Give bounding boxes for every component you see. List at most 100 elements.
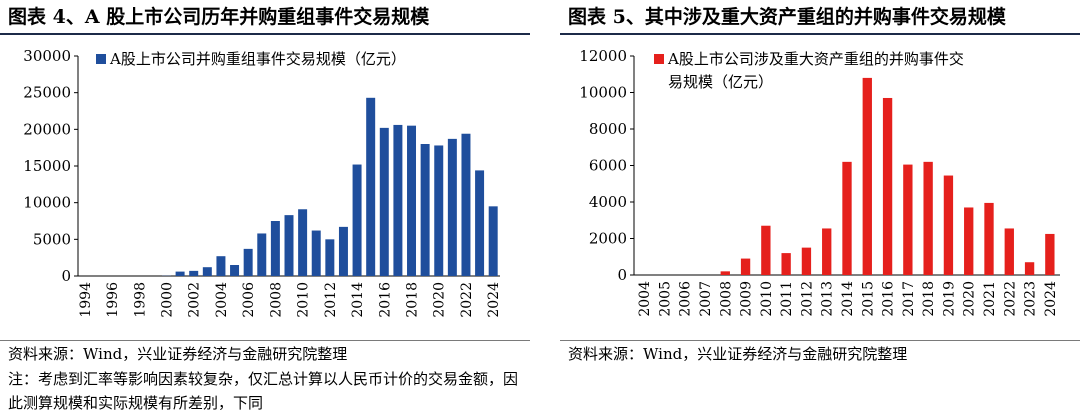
- right-x-tick-label: 2015: [860, 281, 876, 317]
- right-y-tick-label: 10000: [579, 84, 627, 102]
- right-bar-2008: [720, 271, 730, 275]
- left-bar-2002: [189, 270, 199, 276]
- left-chart-title: 图表 4、A 股上市公司历年并购重组事件交易规模: [8, 6, 430, 28]
- right-x-tick-label: 2006: [678, 281, 694, 317]
- left-bar-2017: [393, 124, 403, 276]
- left-bar-2022: [461, 133, 471, 276]
- right-x-tick-label: 2018: [921, 281, 937, 317]
- left-bar-2001: [175, 271, 185, 276]
- left-x-tick-label: 2002: [187, 282, 203, 318]
- left-note-text: 注：考虑到汇率等影响因素较复杂，仅汇总计算以人民币计价的交易金额，因此测算规模和…: [8, 370, 519, 412]
- right-bar-2017: [903, 164, 913, 275]
- left-x-tick-label: 1998: [132, 282, 148, 318]
- left-source-rule: [0, 340, 530, 341]
- left-bar-2018: [407, 125, 417, 277]
- right-bar-2019: [943, 175, 954, 275]
- left-legend-label: A股上市公司并购重组事件交易规模（亿元）: [109, 50, 406, 68]
- right-bar-2014: [842, 161, 852, 275]
- left-bar-2015: [366, 97, 376, 276]
- right-x-tick-label: 2004: [637, 281, 653, 317]
- right-x-tick-label: 2016: [881, 281, 897, 317]
- left-x-tick-label: 2022: [459, 282, 475, 318]
- left-bar-2011: [311, 230, 321, 276]
- right-y-tick-label: 6000: [589, 157, 627, 175]
- left-bar-2008: [270, 221, 280, 276]
- right-bar-2010: [761, 225, 771, 275]
- right-chart-title: 图表 5、其中涉及重大资产重组的并购事件交易规模: [568, 6, 1006, 28]
- left-title-rule: [0, 33, 530, 35]
- left-y-tick-label: 25000: [23, 84, 71, 102]
- left-x-tick-label: 2018: [405, 282, 421, 318]
- right-x-tick-label: 2012: [799, 281, 815, 317]
- right-y-tick-label: 4000: [589, 193, 627, 211]
- right-legend-swatch: [654, 54, 664, 64]
- right-title-rule: [560, 33, 1080, 35]
- right-bar-2022: [1004, 228, 1014, 275]
- left-x-tick-label: 2024: [486, 282, 502, 318]
- left-y-tick-label: 20000: [23, 120, 71, 138]
- left-y-tick-label: 15000: [23, 157, 71, 175]
- left-x-tick-label: 2020: [432, 282, 448, 318]
- left-bar-2014: [352, 164, 362, 276]
- left-y-tick-label: 30000: [23, 47, 71, 65]
- right-y-tick-label: 0: [617, 266, 627, 284]
- right-x-tick-label: 2019: [941, 281, 957, 317]
- left-bar-chart: 0 5000 10000 15000 20000 25000 30000 1994 1996 19…: [23, 47, 502, 318]
- right-x-tick-label: 2005: [657, 281, 673, 317]
- left-source-text: 资料来源：Wind，兴业证券经济与金融研究院整理: [8, 345, 348, 363]
- left-x-tick-label: 1996: [105, 282, 121, 318]
- left-bar-2005: [230, 265, 240, 276]
- left-x-tick-label: 2010: [296, 282, 312, 318]
- right-legend-label: A股上市公司涉及重大资产重组的并购事件交: [667, 50, 964, 68]
- right-x-tick-label: 2010: [759, 281, 775, 317]
- left-bar-2024: [488, 206, 498, 276]
- right-bar-2018: [923, 161, 933, 275]
- right-bar-2016: [882, 97, 893, 275]
- left-bar-2003: [202, 267, 212, 276]
- left-panel: 图表 4、A 股上市公司历年并购重组事件交易规模 0 5000 10000 15000…: [0, 0, 530, 418]
- left-x-tick-label: 2004: [214, 282, 230, 318]
- left-bar-2007: [257, 233, 267, 276]
- right-source-text: 资料来源：Wind，兴业证券经济与金融研究院整理: [568, 345, 908, 363]
- right-x-tick-label: 2017: [901, 281, 917, 317]
- left-y-tick-label: 5000: [33, 230, 71, 248]
- right-x-tick-label: 2023: [1023, 281, 1039, 317]
- left-y-tick-label: 10000: [23, 194, 71, 212]
- right-x-tick-label: 2024: [1043, 281, 1059, 317]
- right-x-tick-label: 2007: [698, 281, 714, 317]
- right-bar-2021: [984, 202, 994, 275]
- left-x-tick-label: 1994: [78, 282, 94, 318]
- right-x-tick-label: 2009: [739, 281, 755, 317]
- left-x-tick-label: 2000: [159, 282, 175, 318]
- left-bar-2020: [434, 145, 444, 276]
- right-bar-2023: [1024, 262, 1035, 275]
- left-bar-2023: [475, 170, 485, 276]
- right-panel: 图表 5、其中涉及重大资产重组的并购事件交易规模 0 2000 4000 6000 80…: [560, 0, 1080, 418]
- left-bar-2016: [379, 127, 389, 276]
- right-bar-2015: [862, 77, 872, 276]
- right-y-tick-label: 2000: [589, 230, 627, 248]
- left-bar-2009: [284, 215, 294, 276]
- right-bar-2013: [822, 228, 832, 275]
- left-x-tick-label: 2006: [241, 282, 257, 318]
- right-bar-2009: [740, 258, 751, 275]
- left-legend-swatch: [96, 54, 106, 64]
- right-x-tick-label: 2014: [840, 281, 856, 317]
- right-x-tick-label: 2022: [1002, 281, 1018, 317]
- right-bar-2024: [1045, 233, 1055, 275]
- right-bar-2011: [781, 253, 791, 275]
- left-bar-2012: [325, 239, 335, 276]
- right-x-tick-label: 2021: [982, 281, 998, 317]
- right-x-tick-label: 2020: [962, 281, 978, 317]
- left-x-tick-label: 2008: [268, 282, 284, 318]
- left-bar-2004: [216, 256, 226, 276]
- left-bar-2010: [298, 209, 308, 276]
- right-x-tick-label: 2008: [718, 281, 734, 317]
- left-x-tick-label: 2012: [323, 282, 339, 318]
- right-bar-2020: [964, 207, 974, 275]
- left-bar-2021: [447, 138, 457, 276]
- left-x-tick-label: 2016: [377, 282, 393, 318]
- right-source-rule: [560, 340, 1080, 341]
- right-x-tick-label: 2011: [779, 281, 795, 317]
